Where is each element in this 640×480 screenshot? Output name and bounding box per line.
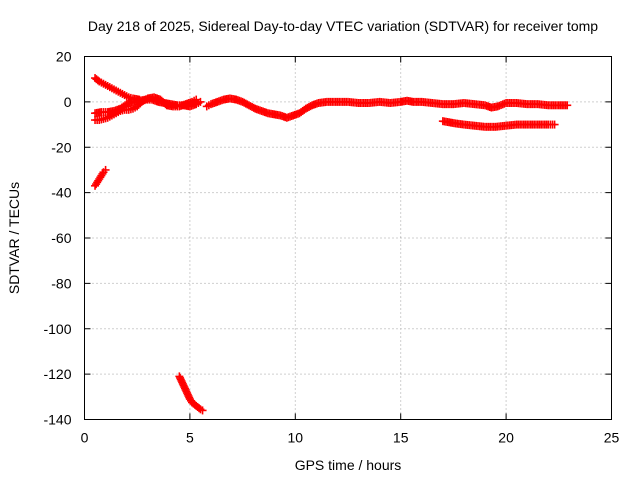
series-arc-short-mid <box>91 165 110 190</box>
series-arc-late-lower <box>438 117 559 131</box>
y-tick-label: -120 <box>43 366 71 382</box>
data-point <box>196 97 205 106</box>
y-tick-label: -60 <box>51 230 71 246</box>
y-tick-label: -40 <box>51 185 71 201</box>
data-point <box>563 101 572 110</box>
grid <box>84 56 612 420</box>
data-point <box>101 165 110 174</box>
data-points <box>91 74 572 415</box>
x-tick-label: 0 <box>81 430 89 446</box>
x-axis-label: GPS time / hours <box>295 457 402 473</box>
y-tick-label: -80 <box>51 275 71 291</box>
plot-frame <box>84 56 612 420</box>
x-tick-label: 15 <box>393 430 409 446</box>
data-point <box>550 120 559 129</box>
y-axis: 20 0 -20 -40 -60 -80 -100 -120 -140 <box>43 49 612 428</box>
x-tick-label: 10 <box>288 430 304 446</box>
x-tick-label: 20 <box>498 430 514 446</box>
series-arc-main <box>202 94 572 122</box>
series-arc-deep <box>175 372 207 415</box>
x-tick-label: 25 <box>604 430 620 446</box>
y-tick-label: 20 <box>56 49 72 65</box>
y-tick-label: -140 <box>43 412 71 428</box>
data-point <box>198 406 207 415</box>
y-axis-label: SDTVAR / TECUs <box>6 182 22 294</box>
y-tick-label: 0 <box>64 94 72 110</box>
series-arc-early-upper-band <box>91 95 205 118</box>
y-tick-label: -20 <box>51 139 71 155</box>
y-tick-label: -100 <box>43 321 71 337</box>
chart-title: Day 218 of 2025, Sidereal Day-to-day VTE… <box>88 18 598 34</box>
x-tick-label: 5 <box>186 430 194 446</box>
x-axis: 0 5 10 15 20 25 <box>81 56 620 446</box>
